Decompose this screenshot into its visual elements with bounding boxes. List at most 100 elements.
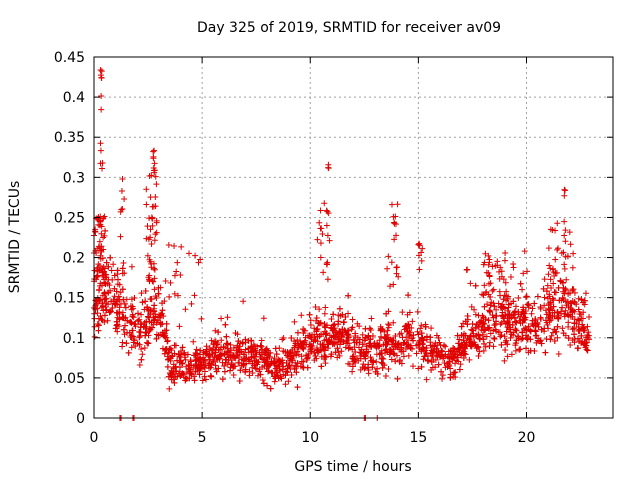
data-point <box>182 351 189 358</box>
data-point <box>329 341 336 348</box>
data-point <box>383 310 390 317</box>
data-point <box>548 284 555 291</box>
data-point <box>495 300 502 307</box>
data-point <box>321 200 328 207</box>
data-point <box>209 350 216 357</box>
data-point <box>552 256 559 263</box>
data-point <box>386 346 393 353</box>
data-point <box>91 267 98 274</box>
data-point <box>102 227 109 234</box>
data-point <box>444 353 451 360</box>
data-point <box>506 321 513 328</box>
data-point <box>136 316 143 323</box>
data-point <box>506 315 513 322</box>
data-point <box>391 236 398 243</box>
data-point <box>338 348 345 355</box>
data-point <box>294 348 301 355</box>
data-point <box>130 339 137 346</box>
data-point <box>520 317 527 324</box>
data-point <box>111 300 118 307</box>
data-point <box>570 250 577 257</box>
data-point <box>131 294 138 301</box>
data-point <box>128 319 135 326</box>
data-point <box>144 252 151 259</box>
data-point <box>524 301 531 308</box>
data-point <box>527 328 534 335</box>
data-point <box>101 289 108 296</box>
data-point <box>130 314 137 321</box>
data-point <box>545 245 552 252</box>
data-point <box>578 315 585 322</box>
data-point <box>147 234 154 241</box>
data-point <box>494 258 501 265</box>
data-point <box>327 353 334 360</box>
data-point <box>325 161 332 168</box>
data-point <box>525 300 532 307</box>
data-point <box>498 332 505 339</box>
data-point <box>464 312 471 319</box>
data-point <box>186 250 193 257</box>
data-point <box>431 348 438 355</box>
data-point <box>98 93 105 100</box>
data-point <box>469 320 476 327</box>
data-point <box>288 334 295 341</box>
data-point <box>114 328 121 335</box>
data-point <box>289 357 296 364</box>
data-point <box>561 218 568 225</box>
data-point <box>208 373 215 380</box>
data-point <box>485 252 492 259</box>
data-point <box>571 325 578 332</box>
data-point <box>531 300 538 307</box>
data-point <box>554 246 561 253</box>
data-point <box>92 302 99 309</box>
data-point <box>375 343 382 350</box>
data-point <box>486 307 493 314</box>
data-point <box>585 329 592 336</box>
data-point <box>445 361 452 368</box>
data-point <box>523 332 530 339</box>
data-point <box>111 285 118 292</box>
data-point <box>95 327 102 334</box>
data-point <box>198 361 205 368</box>
data-point <box>298 353 305 360</box>
data-point <box>524 336 531 343</box>
data-point <box>96 238 103 245</box>
data-point <box>345 292 352 299</box>
y-tick-label: 0.35 <box>54 130 85 146</box>
data-point <box>498 341 505 348</box>
data-point <box>170 368 177 375</box>
data-point <box>508 351 515 358</box>
data-point <box>453 348 460 355</box>
data-point <box>354 320 361 327</box>
data-point <box>290 352 297 359</box>
data-point <box>260 315 267 322</box>
data-point <box>94 268 101 275</box>
data-point <box>165 241 172 248</box>
data-point <box>117 233 124 240</box>
data-point <box>432 364 439 371</box>
data-point <box>273 351 280 358</box>
data-point <box>192 368 199 375</box>
data-point <box>547 312 554 319</box>
data-point <box>547 226 554 233</box>
data-point <box>337 338 344 345</box>
data-point <box>143 329 150 336</box>
data-point <box>131 321 138 328</box>
data-point <box>504 353 511 360</box>
data-point <box>550 303 557 310</box>
data-point <box>512 308 519 315</box>
data-point <box>109 304 116 311</box>
data-point <box>242 366 249 373</box>
data-point <box>415 342 422 349</box>
data-point <box>100 273 107 280</box>
data-point <box>303 357 310 364</box>
data-point <box>320 269 327 276</box>
data-point <box>123 340 130 347</box>
data-point <box>294 384 301 391</box>
data-point <box>523 326 530 333</box>
data-point <box>148 296 155 303</box>
data-point <box>485 291 492 298</box>
data-point <box>427 350 434 357</box>
data-point <box>428 347 435 354</box>
data-point <box>197 347 204 354</box>
